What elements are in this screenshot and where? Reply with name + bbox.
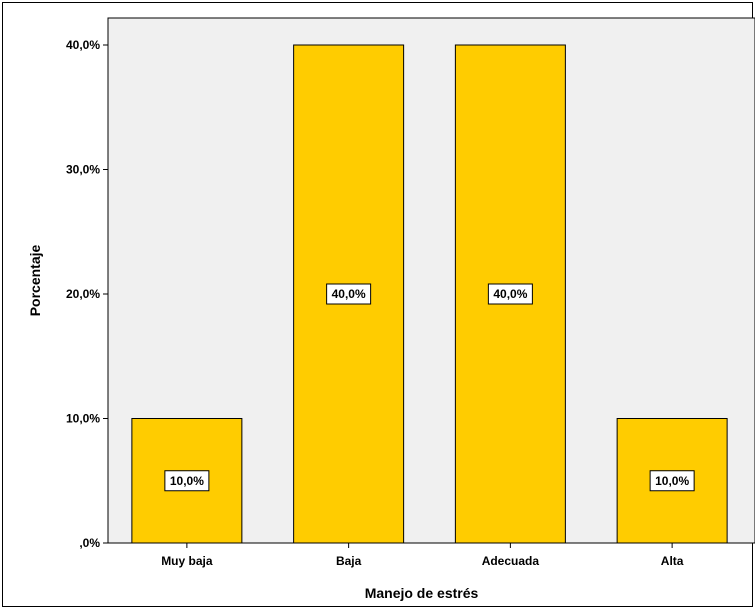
y-tick-label: 40,0% xyxy=(66,38,100,52)
x-axis-categories: Muy baja Baja Adecuada Alta xyxy=(161,543,684,568)
data-label-box xyxy=(649,470,695,492)
y-tick-label: 10,0% xyxy=(66,412,100,426)
y-tick-label: 30,0% xyxy=(66,163,100,177)
data-label: 40,0% xyxy=(487,283,533,305)
bars xyxy=(131,44,728,544)
y-axis-title: Porcentaje xyxy=(27,244,43,316)
y-axis-ticks: ,0% 10,0% 20,0% 30,0% 40,0% xyxy=(66,38,108,550)
data-label: 10,0% xyxy=(649,470,695,492)
y-tick-label: ,0% xyxy=(79,536,100,550)
x-tick-label: Muy baja xyxy=(161,554,213,568)
x-tick-label: Adecuada xyxy=(482,554,540,568)
data-label-box xyxy=(164,470,210,492)
y-tick-label: 20,0% xyxy=(66,287,100,301)
data-label-text: 10,0% xyxy=(170,474,204,488)
data-label-box xyxy=(326,283,372,305)
data-label: 40,0% xyxy=(326,283,372,305)
data-label-text: 40,0% xyxy=(332,287,366,301)
x-axis-title: Manejo de estrés xyxy=(365,585,479,601)
x-tick-label: Baja xyxy=(336,554,362,568)
data-label-text: 40,0% xyxy=(493,287,527,301)
x-tick-label: Alta xyxy=(661,554,684,568)
data-label-text: 10,0% xyxy=(655,474,689,488)
data-label: 10,0% xyxy=(164,470,210,492)
data-label-box xyxy=(487,283,533,305)
data-labels: 10,0% 40,0% 40,0% 10,0% xyxy=(164,283,695,492)
